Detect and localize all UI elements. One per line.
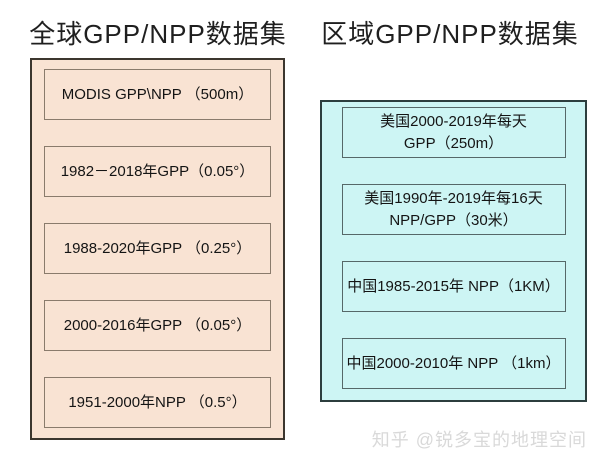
dataset-label: 1951-2000年NPP （0.5°）	[68, 393, 247, 411]
global-datasets-title: 全球GPP/NPP数据集	[29, 19, 287, 49]
dataset-label: 2000-2016年GPP （0.05°）	[63, 316, 252, 334]
regional-datasets-panel: 美国2000-2019年每天 GPP（250m） 美国1990年-2019年每1…	[320, 100, 587, 402]
dataset-box-china-2000-2010-npp: 中国2000-2010年 NPP （1km）	[341, 338, 566, 389]
dataset-box-china-1985-2015-npp: 中国1985-2015年 NPP（1KM）	[341, 261, 566, 312]
dataset-label: MODIS GPP\NPP （500m）	[61, 85, 254, 103]
dataset-box-usa-daily-gpp: 美国2000-2019年每天 GPP（250m）	[341, 107, 566, 158]
regional-datasets-title: 区域GPP/NPP数据集	[321, 19, 579, 49]
zhihu-watermark: 知乎 @锐多宝的地理空间	[371, 430, 587, 450]
dataset-label-line2: GPP（250m）	[403, 134, 504, 152]
dataset-box-2000-2016-gpp: 2000-2016年GPP （0.05°）	[44, 300, 271, 351]
dataset-box-1982-2018-gpp: 1982－2018年GPP（0.05°）	[44, 146, 271, 197]
dataset-box-1988-2020-gpp: 1988-2020年GPP （0.25°）	[44, 223, 271, 274]
dataset-box-modis-gpp-npp: MODIS GPP\NPP （500m）	[44, 69, 271, 120]
dataset-label: 中国1985-2015年 NPP（1KM）	[347, 277, 560, 295]
dataset-box-1951-2000-npp: 1951-2000年NPP （0.5°）	[44, 377, 271, 428]
dataset-label-line2: NPP/GPP（30米）	[389, 211, 518, 229]
global-datasets-panel: MODIS GPP\NPP （500m） 1982－2018年GPP（0.05°…	[30, 58, 285, 440]
dataset-label: 1988-2020年GPP （0.25°）	[63, 239, 252, 257]
dataset-label-line1: 美国1990年-2019年每16天	[364, 189, 543, 207]
dataset-box-usa-16day-npp-gpp: 美国1990年-2019年每16天 NPP/GPP（30米）	[341, 184, 566, 235]
dataset-label-line1: 美国2000-2019年每天	[380, 112, 527, 130]
dataset-label: 1982－2018年GPP（0.05°）	[60, 162, 255, 180]
dataset-label: 中国2000-2010年 NPP （1km）	[346, 354, 561, 372]
